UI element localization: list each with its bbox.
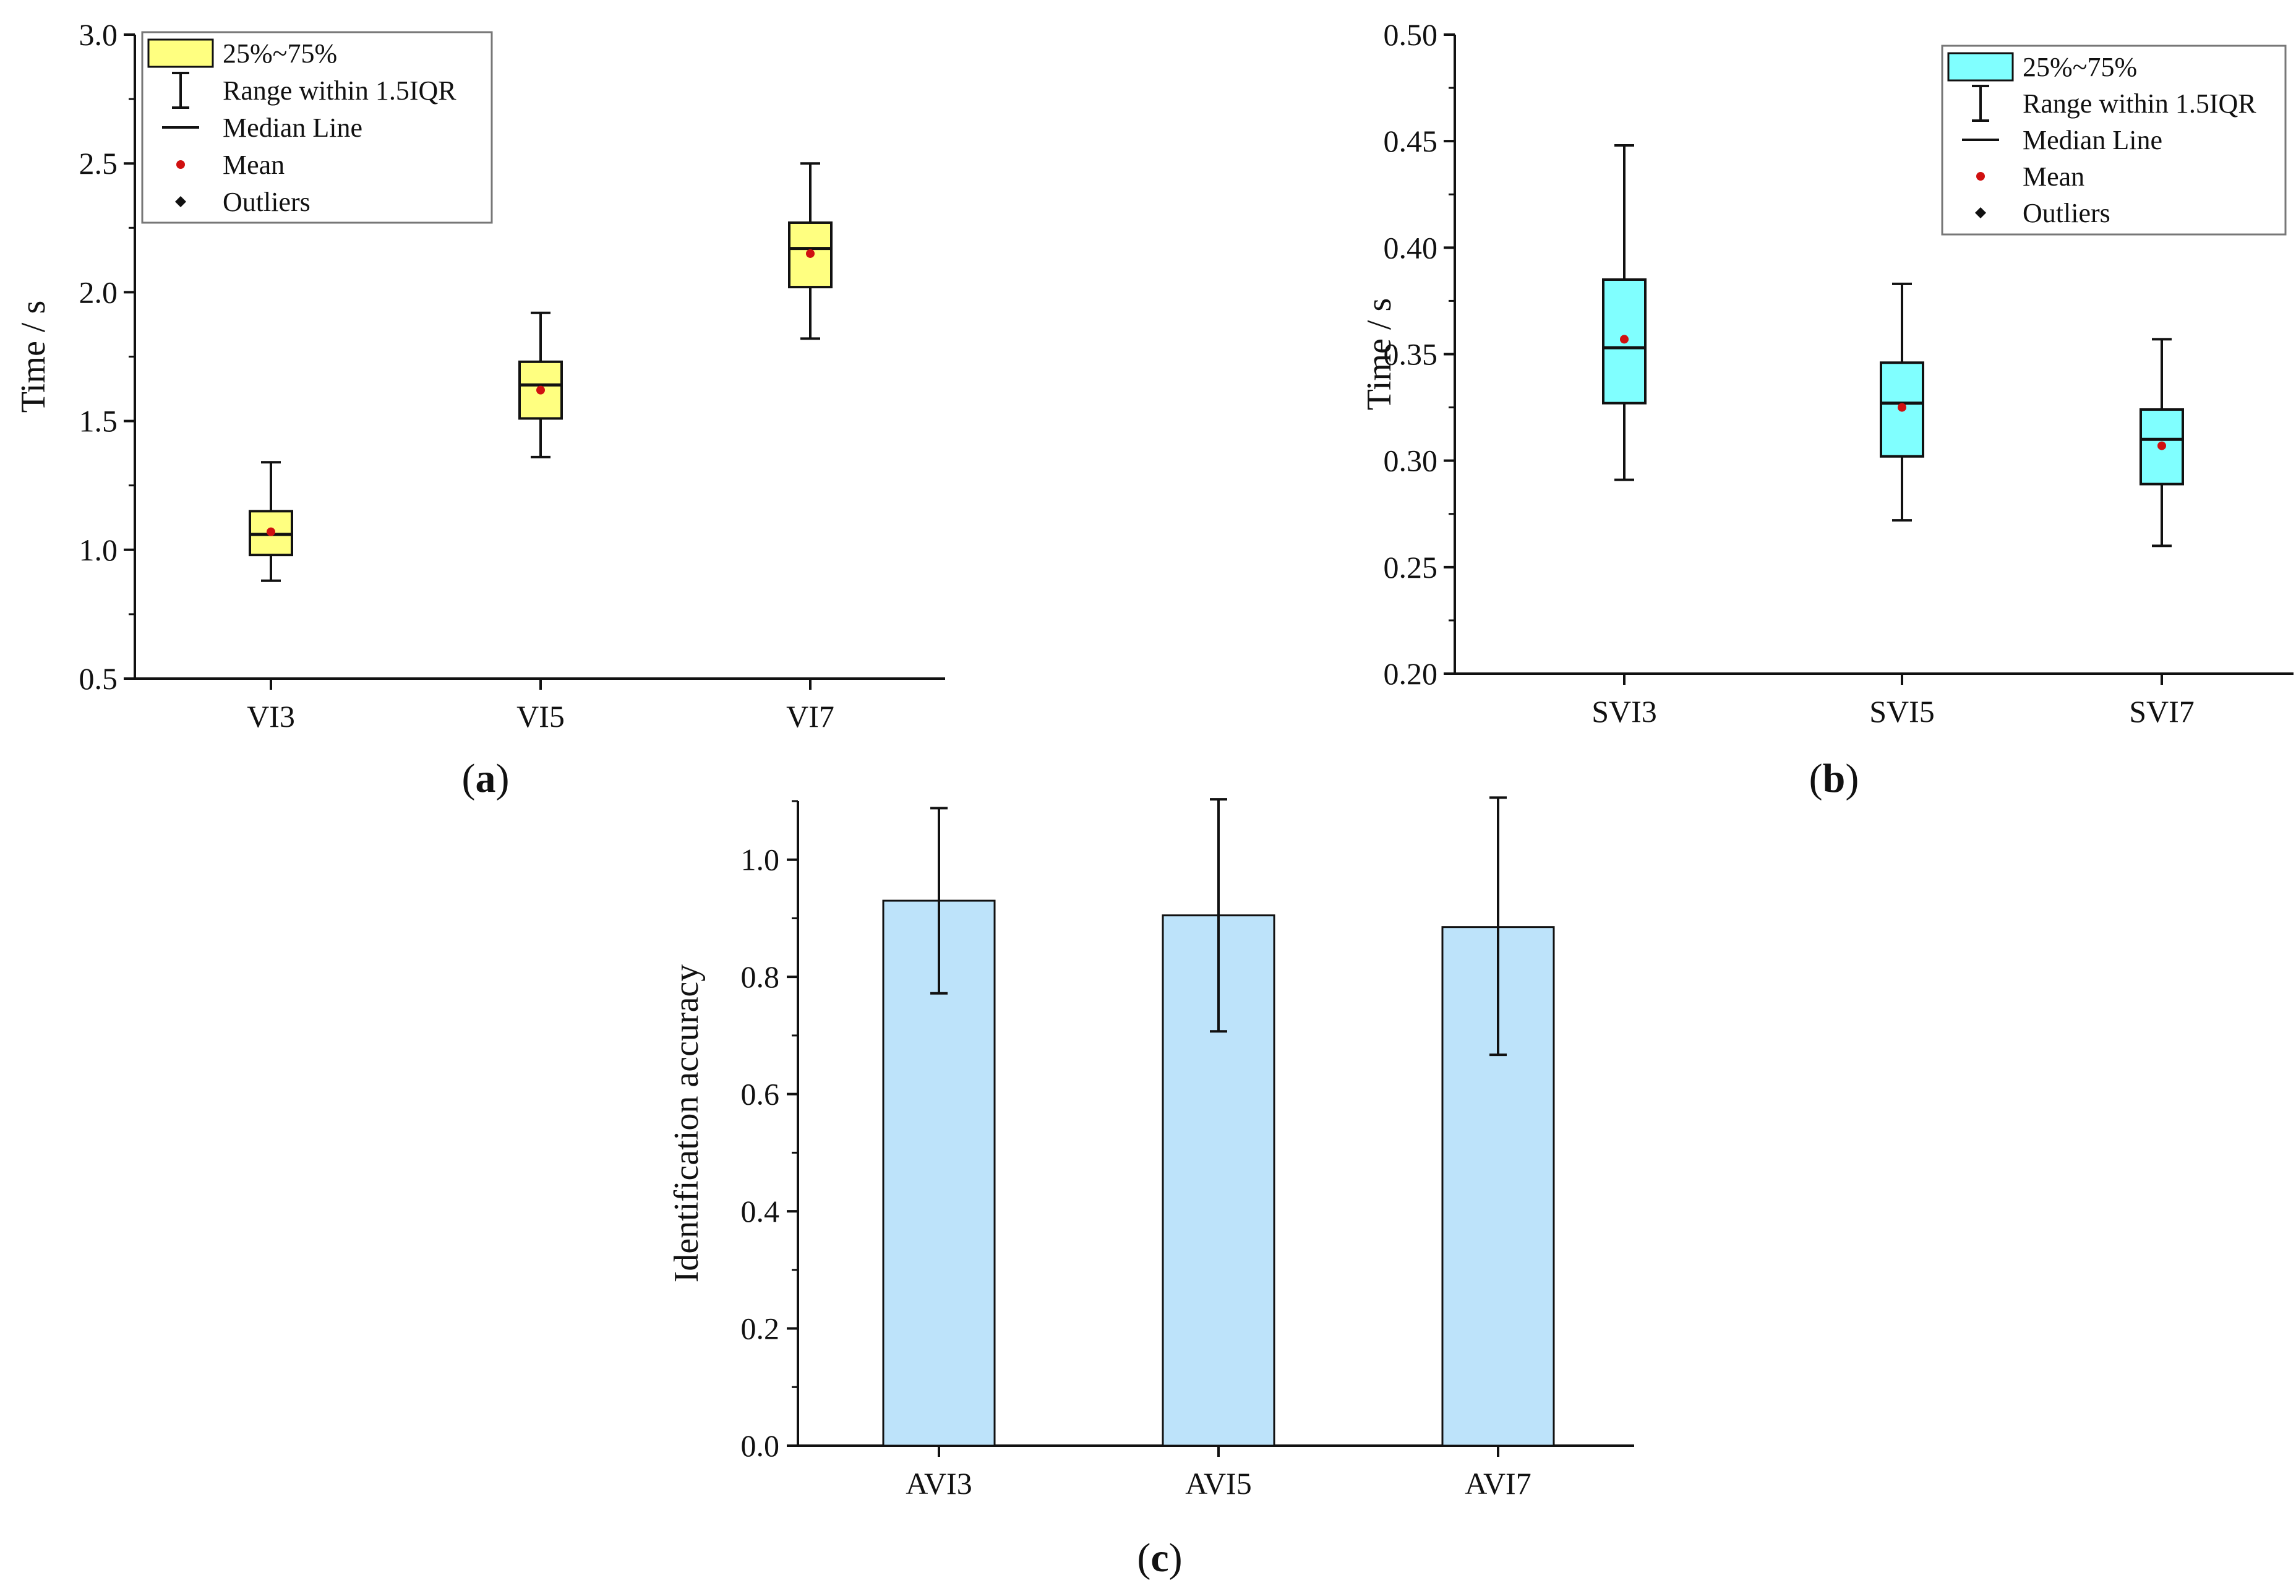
y-axis-title: Time / s	[14, 301, 53, 413]
panel-label-c: (c)	[1137, 1535, 1182, 1581]
y-tick-label: 0.5	[79, 661, 118, 696]
mean-dot	[536, 385, 545, 395]
y-tick-label: 0.45	[1384, 124, 1438, 158]
legend-label: 25%~75%	[223, 38, 337, 69]
legend: 25%~75% Range within 1.5IQR Median Line Mea…	[1941, 45, 2287, 236]
x-tick-label: VI5	[516, 699, 565, 734]
y-axis-title: Identification accuracy	[667, 964, 706, 1283]
mean-dot	[267, 527, 275, 536]
x-tick-label: VI3	[247, 699, 295, 734]
y-tick-label: 0.50	[1384, 17, 1438, 52]
x-tick-label: VI7	[786, 699, 834, 734]
legend: 25%~75% Range within 1.5IQR Median Line Mea…	[141, 31, 493, 224]
legend-label: Range within 1.5IQR	[223, 75, 456, 106]
mean-dot	[806, 249, 815, 258]
y-tick-label: 0.35	[1384, 337, 1438, 372]
legend-swatch-box	[1947, 52, 2014, 82]
legend-label: 25%~75%	[2023, 52, 2137, 82]
y-tick-label: 0.25	[1384, 550, 1438, 585]
y-tick-label: 3.0	[79, 17, 118, 52]
legend-swatch-mean	[1976, 172, 1985, 181]
y-tick-label: 1.0	[741, 843, 780, 877]
y-tick-label: 0.6	[741, 1077, 780, 1112]
legend-label: Median Line	[2023, 125, 2162, 155]
y-tick-label: 0.40	[1384, 230, 1438, 265]
panel-label-b: (b)	[1809, 756, 1859, 801]
y-tick-label: 0.8	[741, 959, 780, 994]
x-tick-label: AVI7	[1465, 1466, 1531, 1501]
legend-swatch-mean	[176, 160, 185, 169]
legend-swatch-outlier	[175, 196, 186, 207]
x-tick-label: AVI5	[1185, 1466, 1251, 1501]
mean-dot	[1898, 403, 1906, 412]
y-tick-label: 0.30	[1384, 444, 1438, 478]
x-tick-label: SVI7	[2129, 694, 2195, 729]
boxplot-panel-b: 0.20 0.25 0.30 0.35 0.40 0.45 0.50 Time / s SVI3…	[1360, 17, 2294, 729]
legend-label: Mean	[223, 150, 285, 180]
y-tick-label: 2.0	[79, 275, 118, 309]
mean-dot	[2157, 441, 2166, 450]
y-tick-label: 2.5	[79, 146, 118, 181]
y-tick-label: 0.0	[741, 1428, 780, 1463]
boxplot-panel-a: 0.5 1.0 1.5 2.0 2.5 3.0 Time / s VI3 VI5 VI7 25%~7…	[14, 17, 945, 734]
panel-label-a: (a)	[462, 756, 510, 801]
x-tick-label: SVI5	[1869, 694, 1935, 729]
y-axis-title: Time / s	[1360, 298, 1399, 411]
legend-label: Outliers	[2023, 198, 2110, 228]
y-tick-label: 0.4	[741, 1194, 780, 1229]
bar-chart-panel-c: 0.0 0.2 0.4 0.6 0.8 1.0 Identification accurac…	[667, 796, 1634, 1501]
y-tick-label: 0.2	[741, 1311, 780, 1346]
legend-label: Range within 1.5IQR	[2023, 88, 2256, 119]
legend-swatch-outlier	[1975, 207, 1986, 218]
y-tick-label: 0.20	[1384, 656, 1438, 691]
y-tick-label: 1.5	[79, 404, 118, 439]
legend-label: Mean	[2023, 161, 2084, 192]
y-tick-label: 1.0	[79, 533, 118, 567]
iqr-box	[518, 360, 563, 420]
legend-label: Median Line	[223, 113, 362, 143]
x-tick-label: SVI3	[1591, 694, 1657, 729]
mean-dot	[1620, 335, 1629, 344]
legend-label: Outliers	[223, 187, 311, 217]
x-tick-label: AVI3	[906, 1466, 972, 1501]
legend-swatch-box	[147, 38, 214, 68]
